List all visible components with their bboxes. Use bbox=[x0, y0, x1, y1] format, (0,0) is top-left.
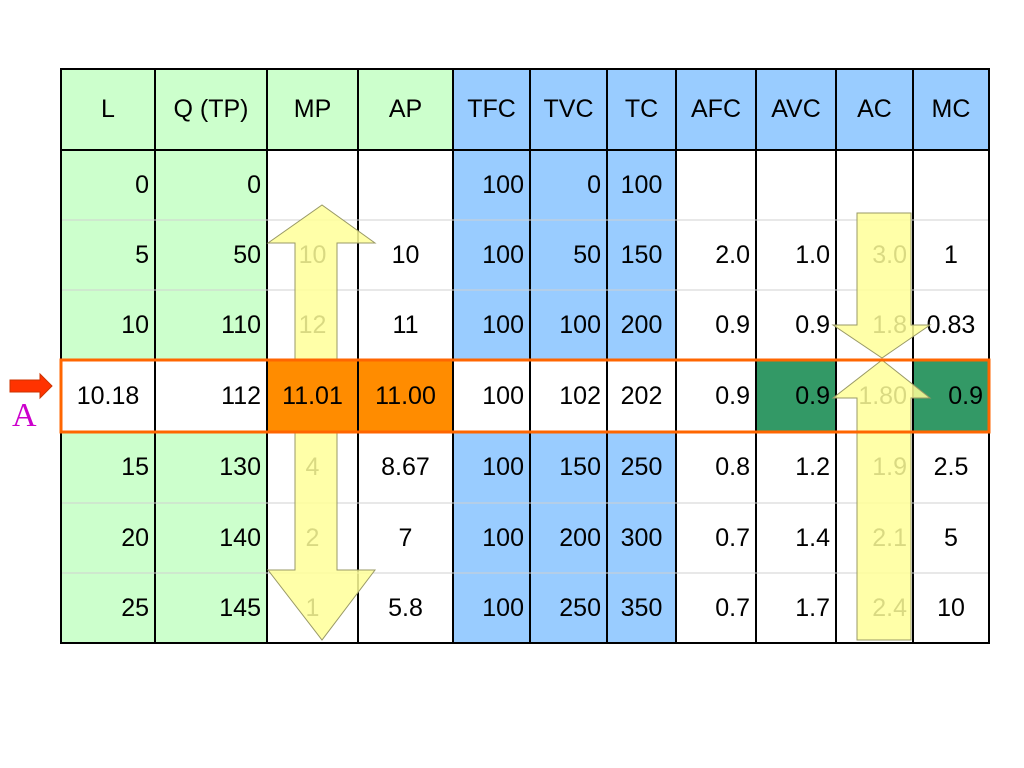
table-cell: 10 bbox=[913, 573, 989, 643]
table-cell: 100 bbox=[453, 503, 530, 573]
table-cell: 5.8 bbox=[358, 573, 453, 643]
header-cell: MP bbox=[267, 69, 358, 150]
table-cell: 100 bbox=[453, 360, 530, 432]
header-cell: AVC bbox=[756, 69, 836, 150]
table-cell: 0 bbox=[61, 150, 155, 220]
table-cell: 350 bbox=[607, 573, 676, 643]
marker-label: A bbox=[12, 397, 37, 434]
table-cell: 11.01 bbox=[267, 360, 358, 432]
table-cell: 200 bbox=[530, 503, 607, 573]
table-cell: 8.67 bbox=[358, 432, 453, 503]
table-cell: 11.00 bbox=[358, 360, 453, 432]
table-cell: 1.7 bbox=[756, 573, 836, 643]
table-cell: 2.0 bbox=[676, 220, 756, 290]
table-cell: 25 bbox=[61, 573, 155, 643]
table-cell: 1.0 bbox=[756, 220, 836, 290]
table-cell: 250 bbox=[607, 432, 676, 503]
table-cell: 0.9 bbox=[756, 360, 836, 432]
table-cell: 0.9 bbox=[676, 360, 756, 432]
table-cell: 1.4 bbox=[756, 503, 836, 573]
table-cell: 15 bbox=[61, 432, 155, 503]
table-cell bbox=[358, 150, 453, 220]
table-cell: 140 bbox=[155, 503, 267, 573]
table-cell: 20 bbox=[61, 503, 155, 573]
table-cell: 200 bbox=[607, 290, 676, 360]
table-cell: 2.5 bbox=[913, 432, 989, 503]
table-cell bbox=[836, 150, 913, 220]
header-cell: TVC bbox=[530, 69, 607, 150]
table-cell: 10 bbox=[358, 220, 453, 290]
table-cell: 100 bbox=[453, 573, 530, 643]
header-cell: AP bbox=[358, 69, 453, 150]
table-cell: 7 bbox=[358, 503, 453, 573]
table-cell: 0 bbox=[155, 150, 267, 220]
header-cell: Q (TP) bbox=[155, 69, 267, 150]
table-cell: 50 bbox=[530, 220, 607, 290]
table-cell: 1.2 bbox=[756, 432, 836, 503]
header-cell: TC bbox=[607, 69, 676, 150]
table-border bbox=[60, 68, 990, 644]
header-cell: L bbox=[61, 69, 155, 150]
table-cell: 50 bbox=[155, 220, 267, 290]
table-cell: 102 bbox=[530, 360, 607, 432]
highlight-row bbox=[59, 358, 991, 434]
table-cell bbox=[676, 150, 756, 220]
up-arrow bbox=[266, 204, 377, 361]
table-cell: 100 bbox=[453, 220, 530, 290]
table-cell: 5 bbox=[913, 503, 989, 573]
header-cell: AFC bbox=[676, 69, 756, 150]
table-cell: 10 bbox=[61, 290, 155, 360]
table-cell: 112 bbox=[155, 360, 267, 432]
table-cell: 202 bbox=[607, 360, 676, 432]
header-cell: AC bbox=[836, 69, 913, 150]
table-cell: 100 bbox=[607, 150, 676, 220]
table-cell: 250 bbox=[530, 573, 607, 643]
red-arrow bbox=[9, 372, 53, 400]
table-cell: 150 bbox=[607, 220, 676, 290]
header-cell: MC bbox=[913, 69, 989, 150]
table-cell: 130 bbox=[155, 432, 267, 503]
table-cell: 0.9 bbox=[676, 290, 756, 360]
table-cell: 110 bbox=[155, 290, 267, 360]
table-cell bbox=[756, 150, 836, 220]
table-cell: 100 bbox=[453, 290, 530, 360]
header-cell: TFC bbox=[453, 69, 530, 150]
table-cell: 0.7 bbox=[676, 503, 756, 573]
table-cell: 0.8 bbox=[676, 432, 756, 503]
table-cell: 0.9 bbox=[756, 290, 836, 360]
down-arrow bbox=[266, 431, 377, 641]
down-arrow bbox=[831, 212, 932, 359]
table-cell: 0 bbox=[530, 150, 607, 220]
table-cell: 10.18 bbox=[61, 360, 155, 432]
table-cell: 5 bbox=[61, 220, 155, 290]
table-cell: 300 bbox=[607, 503, 676, 573]
table-cell: 0.7 bbox=[676, 573, 756, 643]
table-cell bbox=[913, 150, 989, 220]
table-cell: 11 bbox=[358, 290, 453, 360]
table-cell: 145 bbox=[155, 573, 267, 643]
table-cell: 1 bbox=[913, 220, 989, 290]
table-cell: 100 bbox=[453, 150, 530, 220]
table-cell: 100 bbox=[453, 432, 530, 503]
table-cell: 100 bbox=[530, 290, 607, 360]
table-cell: 150 bbox=[530, 432, 607, 503]
table-cell bbox=[267, 150, 358, 220]
up-arrow bbox=[831, 359, 932, 641]
